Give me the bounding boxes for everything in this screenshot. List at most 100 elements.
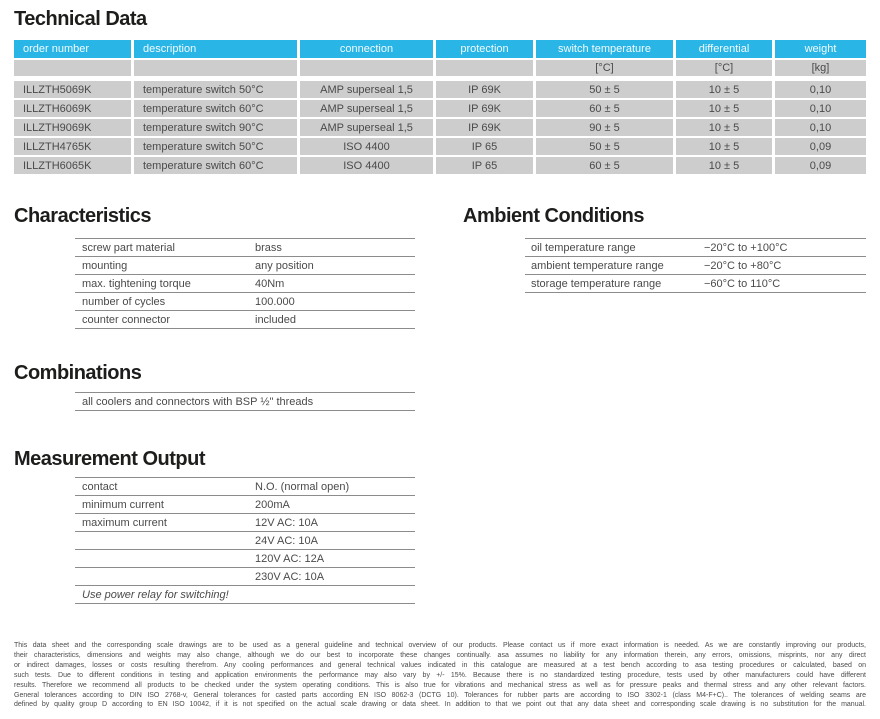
kv-value: included bbox=[255, 313, 296, 326]
cell-connection: AMP superseal 1,5 bbox=[300, 81, 433, 98]
fine-print-line: such tests. Due to different conditions … bbox=[14, 671, 866, 679]
cell-connection: ISO 4400 bbox=[300, 157, 433, 174]
kv-label: maximum current bbox=[82, 516, 167, 529]
unit-cell bbox=[300, 60, 433, 76]
kv-label: minimum current bbox=[82, 498, 164, 511]
kv-label: ambient temperature range bbox=[531, 259, 664, 272]
cell-protection: IP 65 bbox=[436, 138, 533, 155]
cell-weight: 0,09 bbox=[775, 157, 866, 174]
cell-connection: AMP superseal 1,5 bbox=[300, 119, 433, 136]
kv-value: any position bbox=[255, 259, 314, 272]
column-header-connection: connection bbox=[300, 40, 433, 58]
cell-protection: IP 69K bbox=[436, 81, 533, 98]
measurement-output-heading: Measurement Output bbox=[14, 448, 206, 470]
characteristics-heading: Characteristics bbox=[14, 205, 152, 227]
fine-print-line: their characteristics, dimensions and we… bbox=[14, 651, 866, 659]
kv-value: 24V AC: 10A bbox=[255, 534, 318, 547]
kv-value: 230V AC: 10A bbox=[255, 570, 325, 583]
fine-print-line: General tolerances according to DIN ISO … bbox=[14, 691, 866, 699]
kv-row: counter connector included bbox=[75, 311, 415, 329]
cell-differential: 10 ± 5 bbox=[676, 100, 772, 117]
kv-row: contact N.O. (normal open) bbox=[75, 478, 415, 496]
cell-connection: ISO 4400 bbox=[300, 138, 433, 155]
kv-row: minimum current 200mA bbox=[75, 496, 415, 514]
column-header-weight: weight bbox=[775, 40, 866, 58]
column-header-protection: protection bbox=[436, 40, 533, 58]
kv-value: −20°C to +100°C bbox=[704, 241, 788, 254]
unit-cell: [kg] bbox=[775, 60, 866, 76]
page-title: Technical Data bbox=[14, 8, 147, 30]
cell-switch-temperature: 60 ± 5 bbox=[536, 157, 673, 174]
cell-description: temperature switch 60°C bbox=[134, 157, 297, 174]
cell-switch-temperature: 90 ± 5 bbox=[536, 119, 673, 136]
unit-cell: [°C] bbox=[536, 60, 673, 76]
cell-order-number: ILLZTH5069K bbox=[14, 81, 131, 98]
cell-weight: 0,09 bbox=[775, 138, 866, 155]
kv-row: ambient temperature range −20°C to +80°C bbox=[525, 257, 866, 275]
cell-description: temperature switch 90°C bbox=[134, 119, 297, 136]
kv-row: max. tightening torque 40Nm bbox=[75, 275, 415, 293]
cell-weight: 0,10 bbox=[775, 119, 866, 136]
column-header-switch-temperature: switch temperature bbox=[536, 40, 673, 58]
kv-note-row: Use power relay for switching! bbox=[75, 586, 415, 604]
cell-description: temperature switch 60°C bbox=[134, 100, 297, 117]
combinations-heading: Combinations bbox=[14, 362, 142, 384]
kv-row: all coolers and connectors with BSP ½" t… bbox=[75, 393, 415, 411]
kv-row: maximum current 12V AC: 10A bbox=[75, 514, 415, 532]
unit-cell bbox=[436, 60, 533, 76]
table-row: ILLZTH5069K temperature switch 50°C AMP … bbox=[14, 81, 866, 98]
column-header-differential: differential bbox=[676, 40, 772, 58]
kv-label: max. tightening torque bbox=[82, 277, 191, 290]
kv-row: storage temperature range −60°C to 110°C bbox=[525, 275, 866, 293]
table-row: ILLZTH6069K temperature switch 60°C AMP … bbox=[14, 100, 866, 117]
cell-order-number: ILLZTH6065K bbox=[14, 157, 131, 174]
table-units-row: [°C] [°C] [kg] bbox=[14, 60, 866, 76]
measurement-note: Use power relay for switching! bbox=[82, 588, 229, 601]
fine-print-line: defined by quality group D according to … bbox=[14, 701, 866, 709]
fine-print-line: results. Therefore we recommend all prod… bbox=[14, 681, 866, 689]
cell-order-number: ILLZTH4765K bbox=[14, 138, 131, 155]
table-row: ILLZTH9069K temperature switch 90°C AMP … bbox=[14, 119, 866, 136]
ambient-conditions-heading: Ambient Conditions bbox=[463, 205, 644, 227]
cell-switch-temperature: 60 ± 5 bbox=[536, 100, 673, 117]
unit-cell bbox=[14, 60, 131, 76]
cell-protection: IP 69K bbox=[436, 100, 533, 117]
cell-differential: 10 ± 5 bbox=[676, 119, 772, 136]
kv-label: all coolers and connectors with BSP ½" t… bbox=[82, 395, 314, 408]
fine-print-line: or indirect damages, losses or costs res… bbox=[14, 661, 866, 669]
cell-connection: AMP superseal 1,5 bbox=[300, 100, 433, 117]
kv-value: 100.000 bbox=[255, 295, 295, 308]
cell-differential: 10 ± 5 bbox=[676, 138, 772, 155]
measurement-output-table: contact N.O. (normal open) minimum curre… bbox=[75, 477, 415, 604]
cell-description: temperature switch 50°C bbox=[134, 138, 297, 155]
table-header-row: order number description connection prot… bbox=[14, 40, 866, 58]
combinations-table: all coolers and connectors with BSP ½" t… bbox=[75, 392, 415, 411]
kv-label: counter connector bbox=[82, 313, 171, 326]
kv-row: screw part material brass bbox=[75, 239, 415, 257]
kv-row: oil temperature range −20°C to +100°C bbox=[525, 239, 866, 257]
cell-order-number: ILLZTH6069K bbox=[14, 100, 131, 117]
kv-label: contact bbox=[82, 480, 118, 493]
cell-switch-temperature: 50 ± 5 bbox=[536, 81, 673, 98]
unit-cell: [°C] bbox=[676, 60, 772, 76]
kv-value: brass bbox=[255, 241, 282, 254]
cell-description: temperature switch 50°C bbox=[134, 81, 297, 98]
ambient-conditions-table: oil temperature range −20°C to +100°C am… bbox=[525, 238, 866, 293]
cell-differential: 10 ± 5 bbox=[676, 81, 772, 98]
kv-row: 120V AC: 12A bbox=[75, 550, 415, 568]
kv-label: number of cycles bbox=[82, 295, 166, 308]
fine-print: This data sheet and the corresponding sc… bbox=[14, 641, 866, 710]
kv-value: 200mA bbox=[255, 498, 290, 511]
unit-cell bbox=[134, 60, 297, 76]
cell-order-number: ILLZTH9069K bbox=[14, 119, 131, 136]
kv-row: mounting any position bbox=[75, 257, 415, 275]
column-header-description: description bbox=[134, 40, 297, 58]
kv-row: 230V AC: 10A bbox=[75, 568, 415, 586]
kv-value: −60°C to 110°C bbox=[704, 277, 781, 290]
cell-weight: 0,10 bbox=[775, 100, 866, 117]
kv-value: 40Nm bbox=[255, 277, 285, 290]
cell-protection: IP 69K bbox=[436, 119, 533, 136]
characteristics-table: screw part material brass mounting any p… bbox=[75, 238, 415, 329]
kv-value: 120V AC: 12A bbox=[255, 552, 325, 565]
